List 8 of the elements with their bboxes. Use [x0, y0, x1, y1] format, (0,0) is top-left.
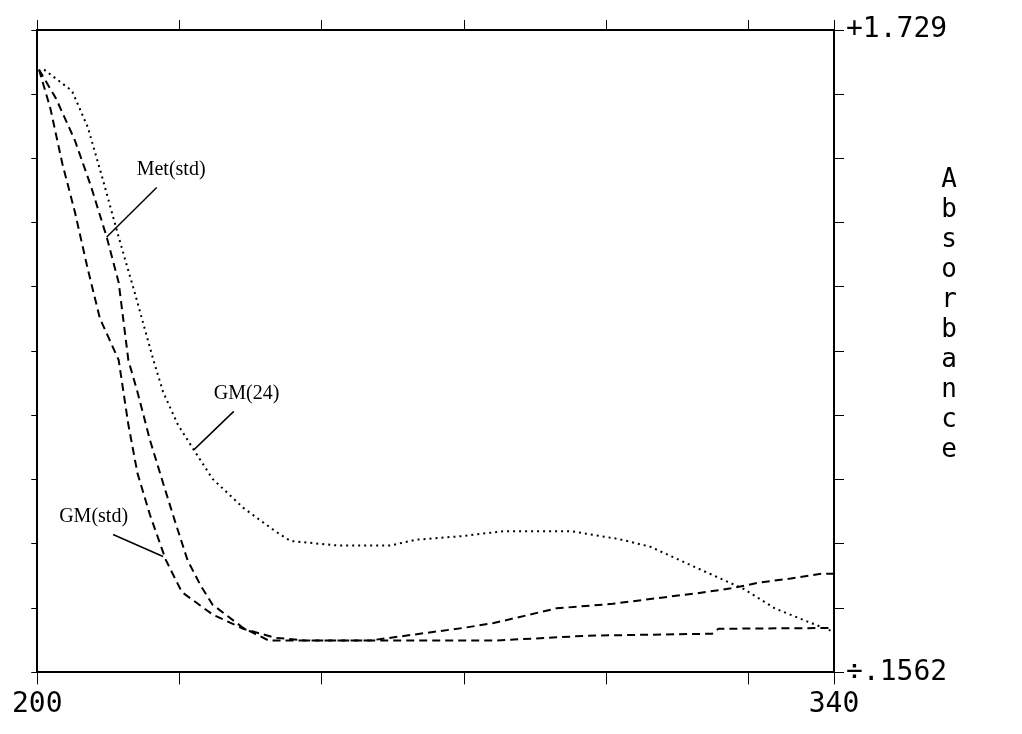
annotation: GM(24) [213, 380, 280, 404]
annotation: Met(std) [136, 156, 206, 180]
y-tick-label: +1.729 [846, 11, 948, 45]
x-tick-label: 340 [808, 686, 860, 720]
text: Absorbance [941, 162, 957, 463]
x-tick-label: 200 [12, 686, 63, 720]
annotation: GM(std) [59, 503, 129, 527]
y-tick-label: ÷.1562 [846, 653, 948, 687]
